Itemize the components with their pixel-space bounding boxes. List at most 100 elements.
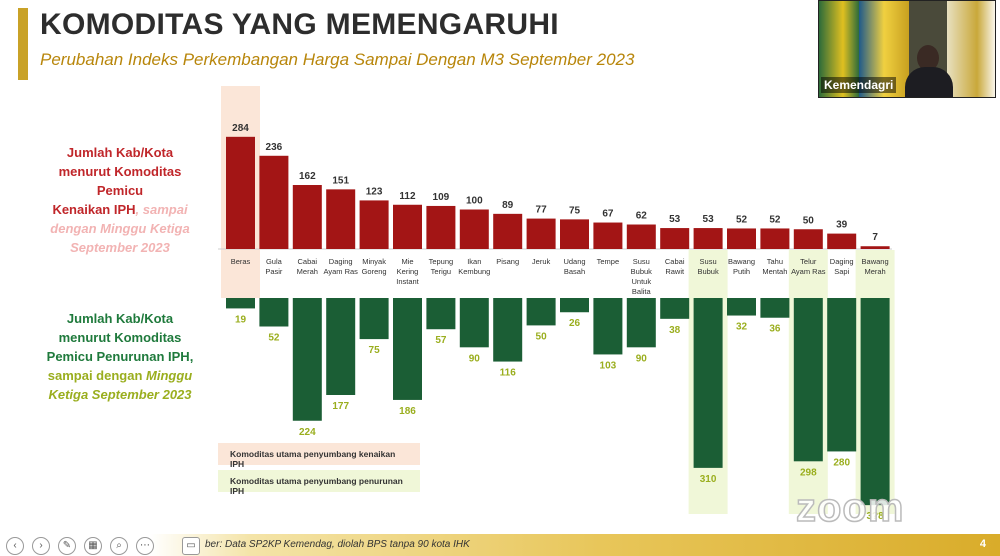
up-bar xyxy=(560,219,589,249)
category-label: Bubuk xyxy=(697,267,719,276)
category-label: Tepung xyxy=(429,257,454,266)
down-value-label: 103 xyxy=(600,360,617,371)
category-label: Ayam Ras xyxy=(323,267,358,276)
up-value-label: 162 xyxy=(299,171,316,182)
up-bar xyxy=(760,228,790,249)
category-label: Daging xyxy=(830,257,854,266)
category-label: Merah xyxy=(297,267,318,276)
zoom-in-icon[interactable]: ⌕ xyxy=(110,537,128,555)
category-label: Terigu xyxy=(431,267,451,276)
title-accent-bar xyxy=(18,8,28,80)
down-bar xyxy=(292,298,322,421)
category-label: Putih xyxy=(733,267,750,276)
up-value-label: 123 xyxy=(366,186,383,197)
category-label: Ayam Ras xyxy=(791,267,826,276)
footer-bar: ber: Data SP2KP Kemendag, diolah BPS tan… xyxy=(0,534,1000,556)
category-label: Jeruk xyxy=(532,257,551,266)
participant-name: Kemendagri xyxy=(821,77,897,93)
category-label: Mentah xyxy=(762,267,787,276)
flag-decoration xyxy=(947,1,995,97)
red-desc-line: Pemicu xyxy=(96,183,144,198)
red-desc-line: Kenaikan IPH xyxy=(52,202,136,217)
up-value-label: 75 xyxy=(569,205,581,216)
category-label: Telur xyxy=(800,257,817,266)
pen-icon[interactable]: ✎ xyxy=(58,537,76,555)
up-value-label: 53 xyxy=(703,214,715,225)
category-label: Goreng xyxy=(362,267,387,276)
up-value-label: 50 xyxy=(803,215,815,226)
up-bar xyxy=(593,222,623,249)
down-value-label: 32 xyxy=(736,322,748,333)
up-bar xyxy=(693,228,723,249)
down-value-label: 38 xyxy=(669,325,681,336)
category-label: Kering xyxy=(397,267,419,276)
up-bar xyxy=(459,209,489,249)
down-bar xyxy=(459,298,489,348)
down-bar xyxy=(827,298,857,452)
green-desc-line: Pemicu Penurunan IPH xyxy=(46,349,190,364)
down-bar xyxy=(393,298,422,400)
up-bar xyxy=(259,155,289,249)
up-value-label: 100 xyxy=(466,196,483,207)
down-value-label: 19 xyxy=(235,314,247,325)
up-bar xyxy=(626,224,656,249)
next-slide-icon[interactable]: › xyxy=(32,537,50,555)
commodity-bar-chart: 284Beras19236GulaPasir52162CabaiMerah224… xyxy=(218,86,895,522)
down-bar xyxy=(660,298,690,319)
legend-up: Komoditas utama penyumbang kenaikan IPH xyxy=(218,443,420,469)
up-bar xyxy=(793,229,823,249)
down-bar xyxy=(359,298,389,340)
up-bar xyxy=(727,228,756,249)
category-label: Gula xyxy=(266,257,283,266)
legend-down: Komoditas utama penyumbang penurunan IPH xyxy=(218,470,420,496)
down-bar xyxy=(727,298,756,316)
category-label: Balita xyxy=(632,287,652,296)
up-value-label: 52 xyxy=(736,214,748,225)
down-value-label: 224 xyxy=(299,427,316,438)
category-label: Susu xyxy=(700,257,717,266)
green-desc-line: Jumlah Kab/Kota xyxy=(66,311,174,326)
down-bar xyxy=(626,298,656,348)
page-subtitle: Perubahan Indeks Perkembangan Harga Samp… xyxy=(40,50,635,69)
prev-slide-icon[interactable]: ‹ xyxy=(6,537,24,555)
source-note: ber: Data SP2KP Kemendag, diolah BPS tan… xyxy=(205,539,470,550)
up-value-label: 39 xyxy=(836,220,848,231)
up-value-label: 77 xyxy=(536,205,548,216)
down-value-label: 90 xyxy=(469,353,481,364)
participant-body xyxy=(905,67,953,97)
up-value-label: 52 xyxy=(769,214,781,225)
video-camera-icon[interactable]: ▭ xyxy=(182,537,200,555)
red-desc-line: menurut Komoditas xyxy=(58,164,182,179)
category-label: Pisang xyxy=(496,257,519,266)
down-value-label: 26 xyxy=(569,318,581,329)
red-desc-line: , sampai xyxy=(135,202,188,217)
down-bar xyxy=(259,298,289,327)
red-series-description: Jumlah Kab/Kota menurut Komoditas Pemicu… xyxy=(36,143,204,257)
up-value-label: 236 xyxy=(266,142,283,153)
slides-icon[interactable]: ▦ xyxy=(84,537,102,555)
up-bar xyxy=(359,200,389,249)
category-label: Tahu xyxy=(767,257,783,266)
down-bar xyxy=(526,298,556,326)
up-value-label: 284 xyxy=(232,123,249,134)
down-bar xyxy=(493,298,523,362)
category-label: Mie xyxy=(401,257,413,266)
red-desc-line: Jumlah Kab/Kota xyxy=(66,145,174,160)
down-bar xyxy=(860,298,890,506)
down-bar xyxy=(226,298,255,309)
category-label: Cabai xyxy=(297,257,317,266)
category-label: Susu xyxy=(633,257,650,266)
up-bar xyxy=(660,228,690,249)
up-bar xyxy=(827,233,857,249)
up-value-label: 151 xyxy=(332,175,349,186)
page-title: KOMODITAS YANG MEMENGARUHI xyxy=(40,8,559,41)
category-label: Bubuk xyxy=(631,267,653,276)
video-thumbnail[interactable]: Kemendagri xyxy=(818,0,996,98)
red-desc-line: dengan Minggu Ketiga xyxy=(50,221,190,236)
more-options-icon[interactable]: ⋯ xyxy=(136,537,154,555)
category-label: Pasir xyxy=(265,267,283,276)
category-label: Kembung xyxy=(458,267,490,276)
down-value-label: 90 xyxy=(636,353,648,364)
zoom-watermark: zoom xyxy=(795,485,905,531)
down-value-label: 280 xyxy=(833,457,850,468)
